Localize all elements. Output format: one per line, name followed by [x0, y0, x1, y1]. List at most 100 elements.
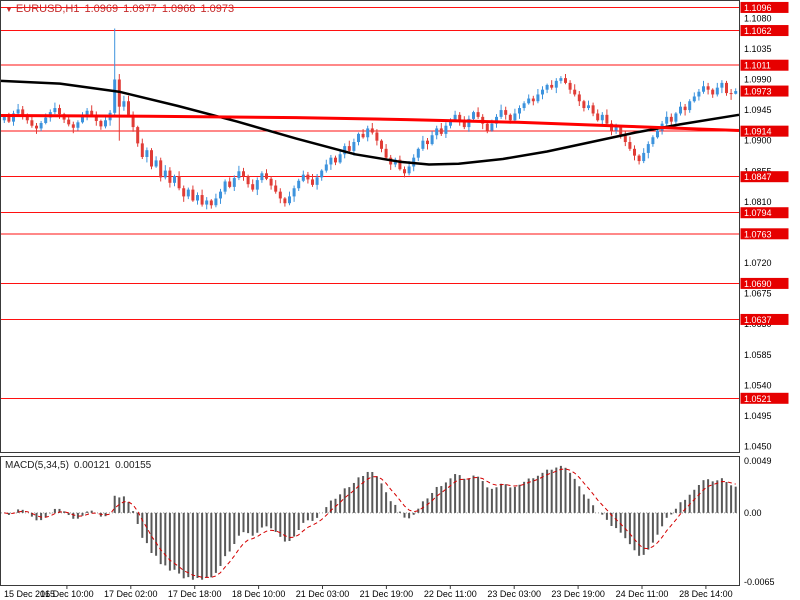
- macd-bar: [389, 501, 392, 513]
- price-badge: [740, 1, 789, 13]
- time-label: 24 Dec 11:00: [616, 589, 669, 599]
- candle: [53, 108, 57, 113]
- candle: [311, 179, 314, 185]
- macd-bar: [306, 512, 309, 521]
- candle: [688, 101, 692, 111]
- candle: [320, 170, 324, 178]
- macd-bar: [509, 487, 512, 513]
- macd-bar: [53, 508, 56, 513]
- candle: [495, 116, 498, 124]
- macd-bar: [67, 512, 70, 516]
- candle: [734, 91, 738, 94]
- candle: [577, 94, 581, 102]
- macd-bar: [159, 512, 162, 565]
- macd-bar: [513, 486, 516, 513]
- macd-bar: [408, 512, 411, 519]
- candle: [642, 152, 646, 162]
- candle: [104, 120, 107, 127]
- candle: [324, 164, 328, 171]
- candle: [541, 89, 544, 95]
- price-badge: [740, 85, 789, 97]
- candle: [232, 178, 236, 187]
- macd-bar: [536, 475, 539, 513]
- candle: [683, 106, 687, 111]
- candle: [623, 135, 627, 143]
- macd-bar: [247, 512, 250, 534]
- candle: [288, 196, 291, 204]
- candle: [669, 116, 673, 122]
- candle: [637, 155, 641, 162]
- candle: [154, 160, 158, 167]
- candle: [150, 150, 153, 167]
- macd-bar: [30, 512, 33, 517]
- price-tick-label: 1.0495: [744, 411, 772, 421]
- candle: [131, 114, 135, 128]
- price-tick-label: 1.0720: [744, 258, 772, 268]
- candle: [485, 123, 489, 131]
- price-badge: [740, 25, 789, 37]
- price-badge-label: 1.0847: [744, 172, 772, 182]
- price-tick-label: 1.0990: [744, 74, 772, 84]
- candle: [255, 180, 259, 190]
- candle: [596, 113, 600, 121]
- macd-bar: [417, 508, 420, 513]
- candle: [209, 200, 213, 206]
- macd-bar: [693, 489, 696, 513]
- macd-bar: [334, 498, 337, 513]
- macd-bar: [325, 507, 328, 513]
- candle: [476, 112, 480, 117]
- candle: [462, 121, 466, 128]
- candle: [191, 189, 195, 201]
- candle: [329, 157, 333, 165]
- candle: [357, 133, 360, 143]
- macd-bar: [228, 512, 231, 552]
- candle: [278, 191, 282, 199]
- macd-bar: [302, 512, 305, 523]
- price-badge: [740, 313, 789, 325]
- macd-bar: [288, 512, 291, 542]
- time-label: 28 Dec 14:00: [679, 589, 733, 599]
- price-badge-label: 1.0521: [744, 394, 772, 404]
- candle: [292, 188, 296, 197]
- candle: [251, 184, 255, 190]
- candle: [39, 122, 43, 129]
- macd-bar: [357, 477, 360, 513]
- macd-main-value: 0.00121: [73, 460, 111, 471]
- price-badge: [740, 125, 789, 137]
- candle: [384, 148, 388, 158]
- macd-bar: [164, 512, 167, 566]
- macd-bar: [270, 512, 273, 529]
- macd-bar: [458, 475, 461, 513]
- price-open: 1.0969: [84, 3, 119, 15]
- macd-bar: [237, 512, 240, 536]
- macd-bar: [343, 488, 346, 513]
- macd-bar: [642, 512, 645, 555]
- candle: [370, 128, 374, 133]
- candle: [246, 176, 250, 185]
- candle: [697, 91, 701, 97]
- price-tick-label: 1.0945: [744, 105, 772, 115]
- macd-bar: [426, 498, 429, 513]
- candle: [306, 174, 310, 180]
- macd-bar: [58, 508, 61, 513]
- candle: [297, 180, 301, 189]
- macd-bar: [472, 475, 475, 513]
- macd-bar: [559, 465, 562, 513]
- candle: [380, 140, 383, 149]
- macd-bar: [527, 478, 530, 513]
- candle: [301, 174, 305, 181]
- candle: [223, 181, 227, 192]
- candle: [573, 89, 577, 95]
- macd-bar: [546, 469, 549, 513]
- candle: [343, 146, 347, 155]
- price-close: 1.0973: [200, 3, 235, 15]
- price-low: 1.0968: [161, 3, 196, 15]
- candle: [692, 96, 696, 102]
- macd-bar: [605, 512, 608, 520]
- macd-bar: [610, 512, 613, 526]
- macd-bar: [375, 476, 378, 513]
- candle: [508, 114, 512, 121]
- candle: [439, 128, 443, 134]
- candle: [200, 195, 204, 205]
